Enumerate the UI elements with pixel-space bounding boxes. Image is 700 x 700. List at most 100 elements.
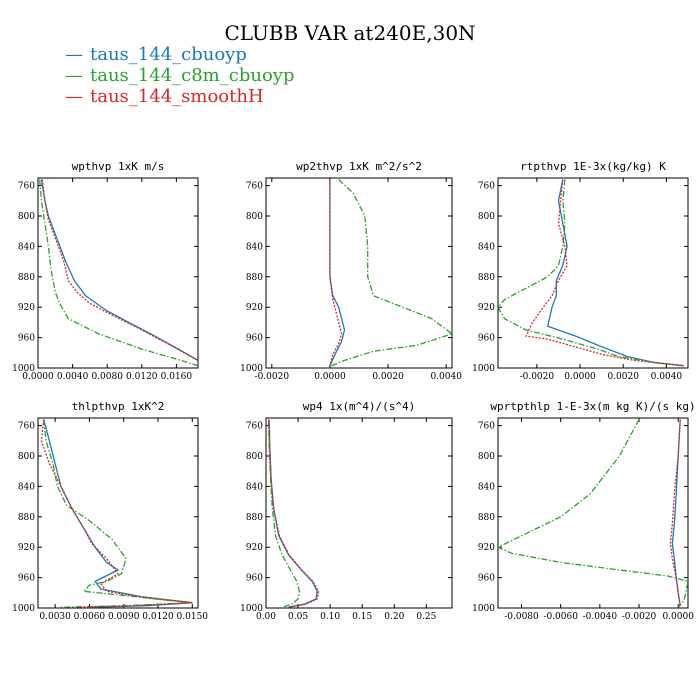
y-tick-label: 920 — [246, 303, 263, 313]
panel-title: rtpthvp 1E-3x(kg/kg) K — [520, 160, 666, 173]
series-line-taus-144-c8m-cbuoyp — [498, 419, 688, 608]
x-tick-label: 0.20 — [384, 612, 404, 622]
series-line-taus-144-cbuoyp — [268, 419, 318, 608]
y-tick-label: 800 — [246, 452, 263, 462]
x-tick-label: 0.0030 — [39, 612, 71, 622]
series-line-taus-144-c8m-cbuoyp — [498, 179, 684, 367]
plot-frame — [497, 417, 689, 609]
y-tick-label: 960 — [246, 574, 263, 584]
x-tick-label: 0.0020 — [607, 372, 639, 382]
x-tick-label: -0.0040 — [583, 612, 618, 622]
y-tick-label: 760 — [18, 182, 35, 192]
series-line-taus-144-c8m-cbuoyp — [43, 419, 193, 608]
legend-label-c8m-cbuoyp: taus_144_c8m_cbuoyp — [90, 65, 294, 86]
legend-label-cbuoyp: taus_144_cbuoyp — [90, 44, 247, 65]
y-tick-label: 960 — [478, 334, 495, 344]
y-tick-label: 1000 — [240, 604, 263, 614]
y-tick-label: 840 — [246, 482, 263, 492]
series-line-taus-144-smoothh — [267, 419, 320, 608]
x-tick-label: 0.0120 — [126, 372, 158, 382]
legend-line-cbuoyp: — — [65, 44, 83, 65]
y-tick-label: 920 — [478, 543, 495, 553]
series-line-taus-144-cbuoyp — [329, 179, 346, 366]
y-tick-label: 840 — [478, 482, 495, 492]
x-tick-label: 0.15 — [352, 612, 372, 622]
x-tick-label: -0.0080 — [504, 612, 539, 622]
x-tick-label: 0.05 — [288, 612, 308, 622]
y-tick-label: 1000 — [12, 604, 35, 614]
series-line-taus-144-cbuoyp — [546, 179, 684, 367]
panel-5: wp4 1x(m^4)/(s^4)76080084088092096010000… — [240, 400, 453, 622]
y-tick-label: 920 — [478, 303, 495, 313]
y-tick-label: 800 — [478, 212, 495, 222]
panel-1: wpthvp 1xK m/s76080084088092096010000.00… — [12, 160, 199, 382]
y-tick-label: 880 — [478, 273, 495, 283]
y-tick-label: 880 — [246, 513, 263, 523]
plot-frame — [497, 177, 689, 369]
panel-3: rtpthvp 1E-3x(kg/kg) K 760 800 840 880 920 960… — [472, 160, 689, 382]
panel-4: thlpthvp 1xK^2 760 800 840 880 920 960 1000 0.00… — [12, 400, 208, 622]
panel-title: thlpthvp 1xK^2 — [72, 400, 165, 413]
x-tick-label: 0.0120 — [142, 612, 174, 622]
chart-title: CLUBB VAR at240E,30N — [224, 21, 475, 45]
panels-grid: wpthvp 1xK m/s76080084088092096010000.00… — [12, 160, 696, 622]
series-line-taus-144-smoothh — [41, 179, 198, 361]
series-line-taus-144-smoothh — [40, 419, 193, 608]
plot-frame — [37, 177, 199, 369]
legend-entry-c8m-cbuoyp: — taus_144_c8m_cbuoyp — [65, 65, 294, 86]
series-line-taus-144-smoothh — [525, 179, 684, 367]
legend-label-smoothh: taus_144_smoothH — [90, 86, 264, 107]
y-tick-label: 960 — [18, 574, 35, 584]
y-tick-label: 1000 — [472, 364, 495, 374]
legend-entry-smoothh: — taus_144_smoothH — [65, 86, 264, 107]
y-tick-label: 760 — [478, 182, 495, 192]
y-tick-label: 960 — [478, 574, 495, 584]
y-tick-label: 840 — [246, 242, 263, 252]
plot-frame — [265, 177, 453, 369]
plot-frame — [37, 417, 199, 609]
panel-2: wp2thvp 1xK m^2/s^2 760 800 840 880 920 960 100… — [240, 160, 462, 382]
series-line-taus-144-c8m-cbuoyp — [39, 179, 198, 367]
y-tick-label: 880 — [246, 273, 263, 283]
y-tick-label: 800 — [18, 212, 35, 222]
panel-title: wprtpthlp 1-E-3x(m kg K)/(s kg) — [490, 400, 695, 413]
panel-6: wprtpthlp 1-E-3x(m kg K)/(s kg) 760 800 840… — [472, 400, 696, 622]
panel-title: wp2thvp 1xK m^2/s^2 — [296, 160, 422, 173]
x-tick-label: 0.0040 — [651, 372, 683, 382]
x-tick-label: -0.0020 — [622, 612, 657, 622]
x-tick-label: 0.0040 — [57, 372, 89, 382]
legend-entry-cbuoyp: — taus_144_cbuoyp — [65, 44, 247, 65]
y-tick-label: 880 — [18, 513, 35, 523]
y-tick-label: 800 — [18, 452, 35, 462]
y-tick-label: 880 — [18, 273, 35, 283]
y-tick-label: 1000 — [240, 364, 263, 374]
x-tick-label: 0.25 — [416, 612, 436, 622]
y-tick-label: 920 — [18, 303, 35, 313]
legend-line-c8m-cbuoyp: — — [65, 65, 83, 86]
y-tick-label: 960 — [18, 334, 35, 344]
legend-line-smoothh: — — [65, 86, 83, 107]
y-tick-label: 800 — [478, 452, 495, 462]
panel-title: wpthvp 1xK m/s — [72, 160, 165, 173]
x-tick-label: 0.00 — [256, 612, 276, 622]
y-tick-label: 760 — [18, 422, 35, 432]
x-tick-label: -0.0020 — [520, 372, 555, 382]
y-tick-label: 760 — [478, 422, 495, 432]
plot-frame — [265, 417, 453, 609]
x-tick-label: 0.0000 — [314, 372, 346, 382]
x-tick-label: -0.0060 — [543, 612, 578, 622]
x-tick-label: 0.0090 — [108, 612, 140, 622]
series-line-taus-144-c8m-cbuoyp — [329, 179, 452, 368]
y-tick-label: 1000 — [472, 604, 495, 614]
x-tick-label: 0.0150 — [177, 612, 209, 622]
y-tick-label: 840 — [18, 242, 35, 252]
y-tick-label: 960 — [246, 334, 263, 344]
series-line-taus-144-cbuoyp — [40, 179, 198, 361]
x-tick-label: 0.0060 — [74, 612, 106, 622]
x-tick-label: 0.0000 — [22, 372, 54, 382]
x-tick-label: -0.0020 — [255, 372, 290, 382]
y-tick-label: 1000 — [12, 364, 35, 374]
series-line-taus-144-smoothh — [329, 179, 343, 366]
y-tick-label: 920 — [18, 543, 35, 553]
